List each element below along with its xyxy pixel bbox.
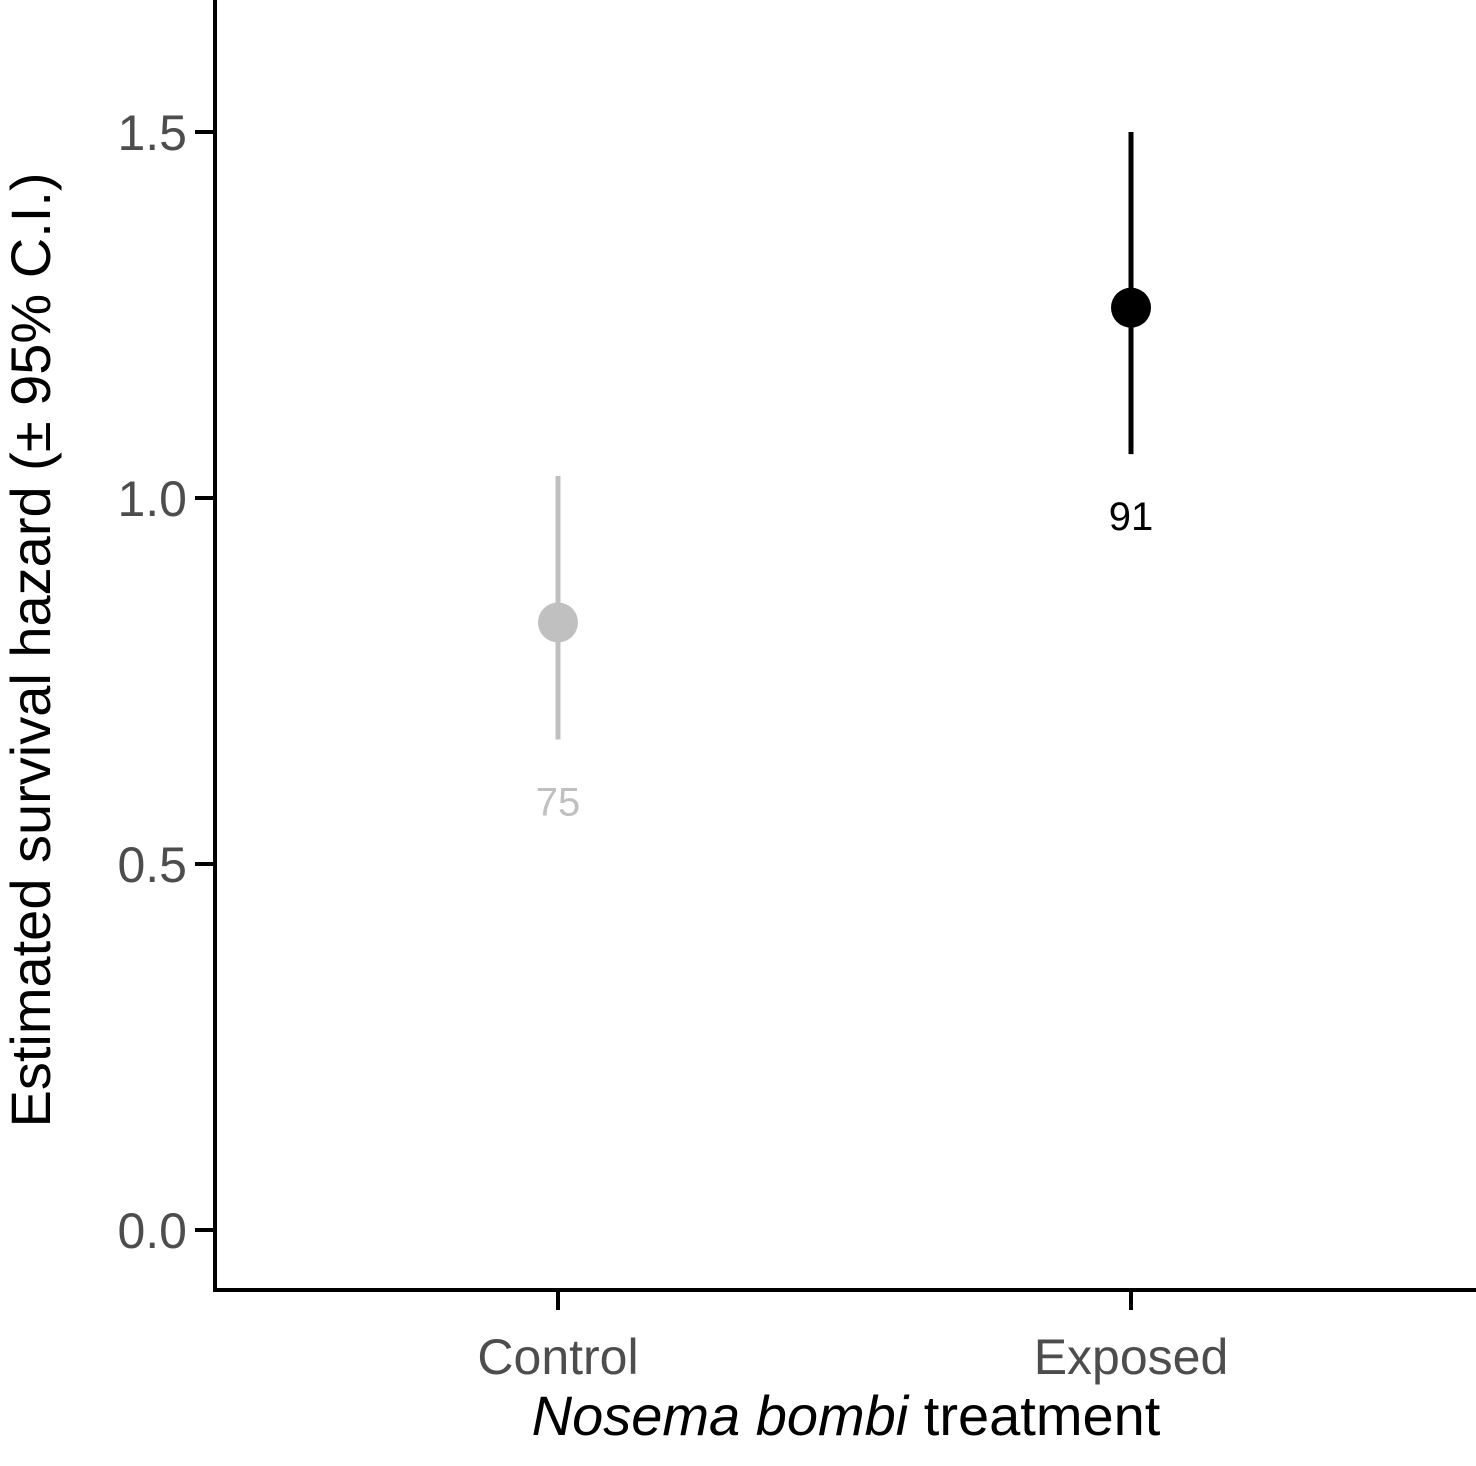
x-axis-title-italic: Nosema bombi bbox=[532, 1384, 910, 1447]
sample-size-label: 91 bbox=[1109, 495, 1154, 539]
sample-size-label: 75 bbox=[536, 781, 581, 825]
estimate-point bbox=[538, 602, 578, 643]
ticks: 0.0 0.5 1.0 1.5 Control Exposed bbox=[117, 105, 1228, 1385]
y-tick-label: 1.0 bbox=[117, 471, 187, 527]
y-axis-title: Estimated survival hazard (± 95% C.I.) bbox=[0, 172, 62, 1127]
y-tick-label: 0.5 bbox=[117, 837, 187, 893]
data-marks: 75 91 bbox=[536, 132, 1154, 825]
x-axis-title: Nosema bombi treatment bbox=[532, 1384, 1161, 1447]
x-axis-title-rest: treatment bbox=[908, 1384, 1161, 1447]
axes bbox=[213, 0, 1476, 1292]
estimate-point bbox=[1111, 287, 1151, 328]
y-tick-label: 1.5 bbox=[117, 105, 187, 161]
y-tick-label: 0.0 bbox=[117, 1203, 187, 1259]
x-tick-label: Control bbox=[477, 1329, 638, 1385]
x-tick-label: Exposed bbox=[1034, 1329, 1229, 1385]
